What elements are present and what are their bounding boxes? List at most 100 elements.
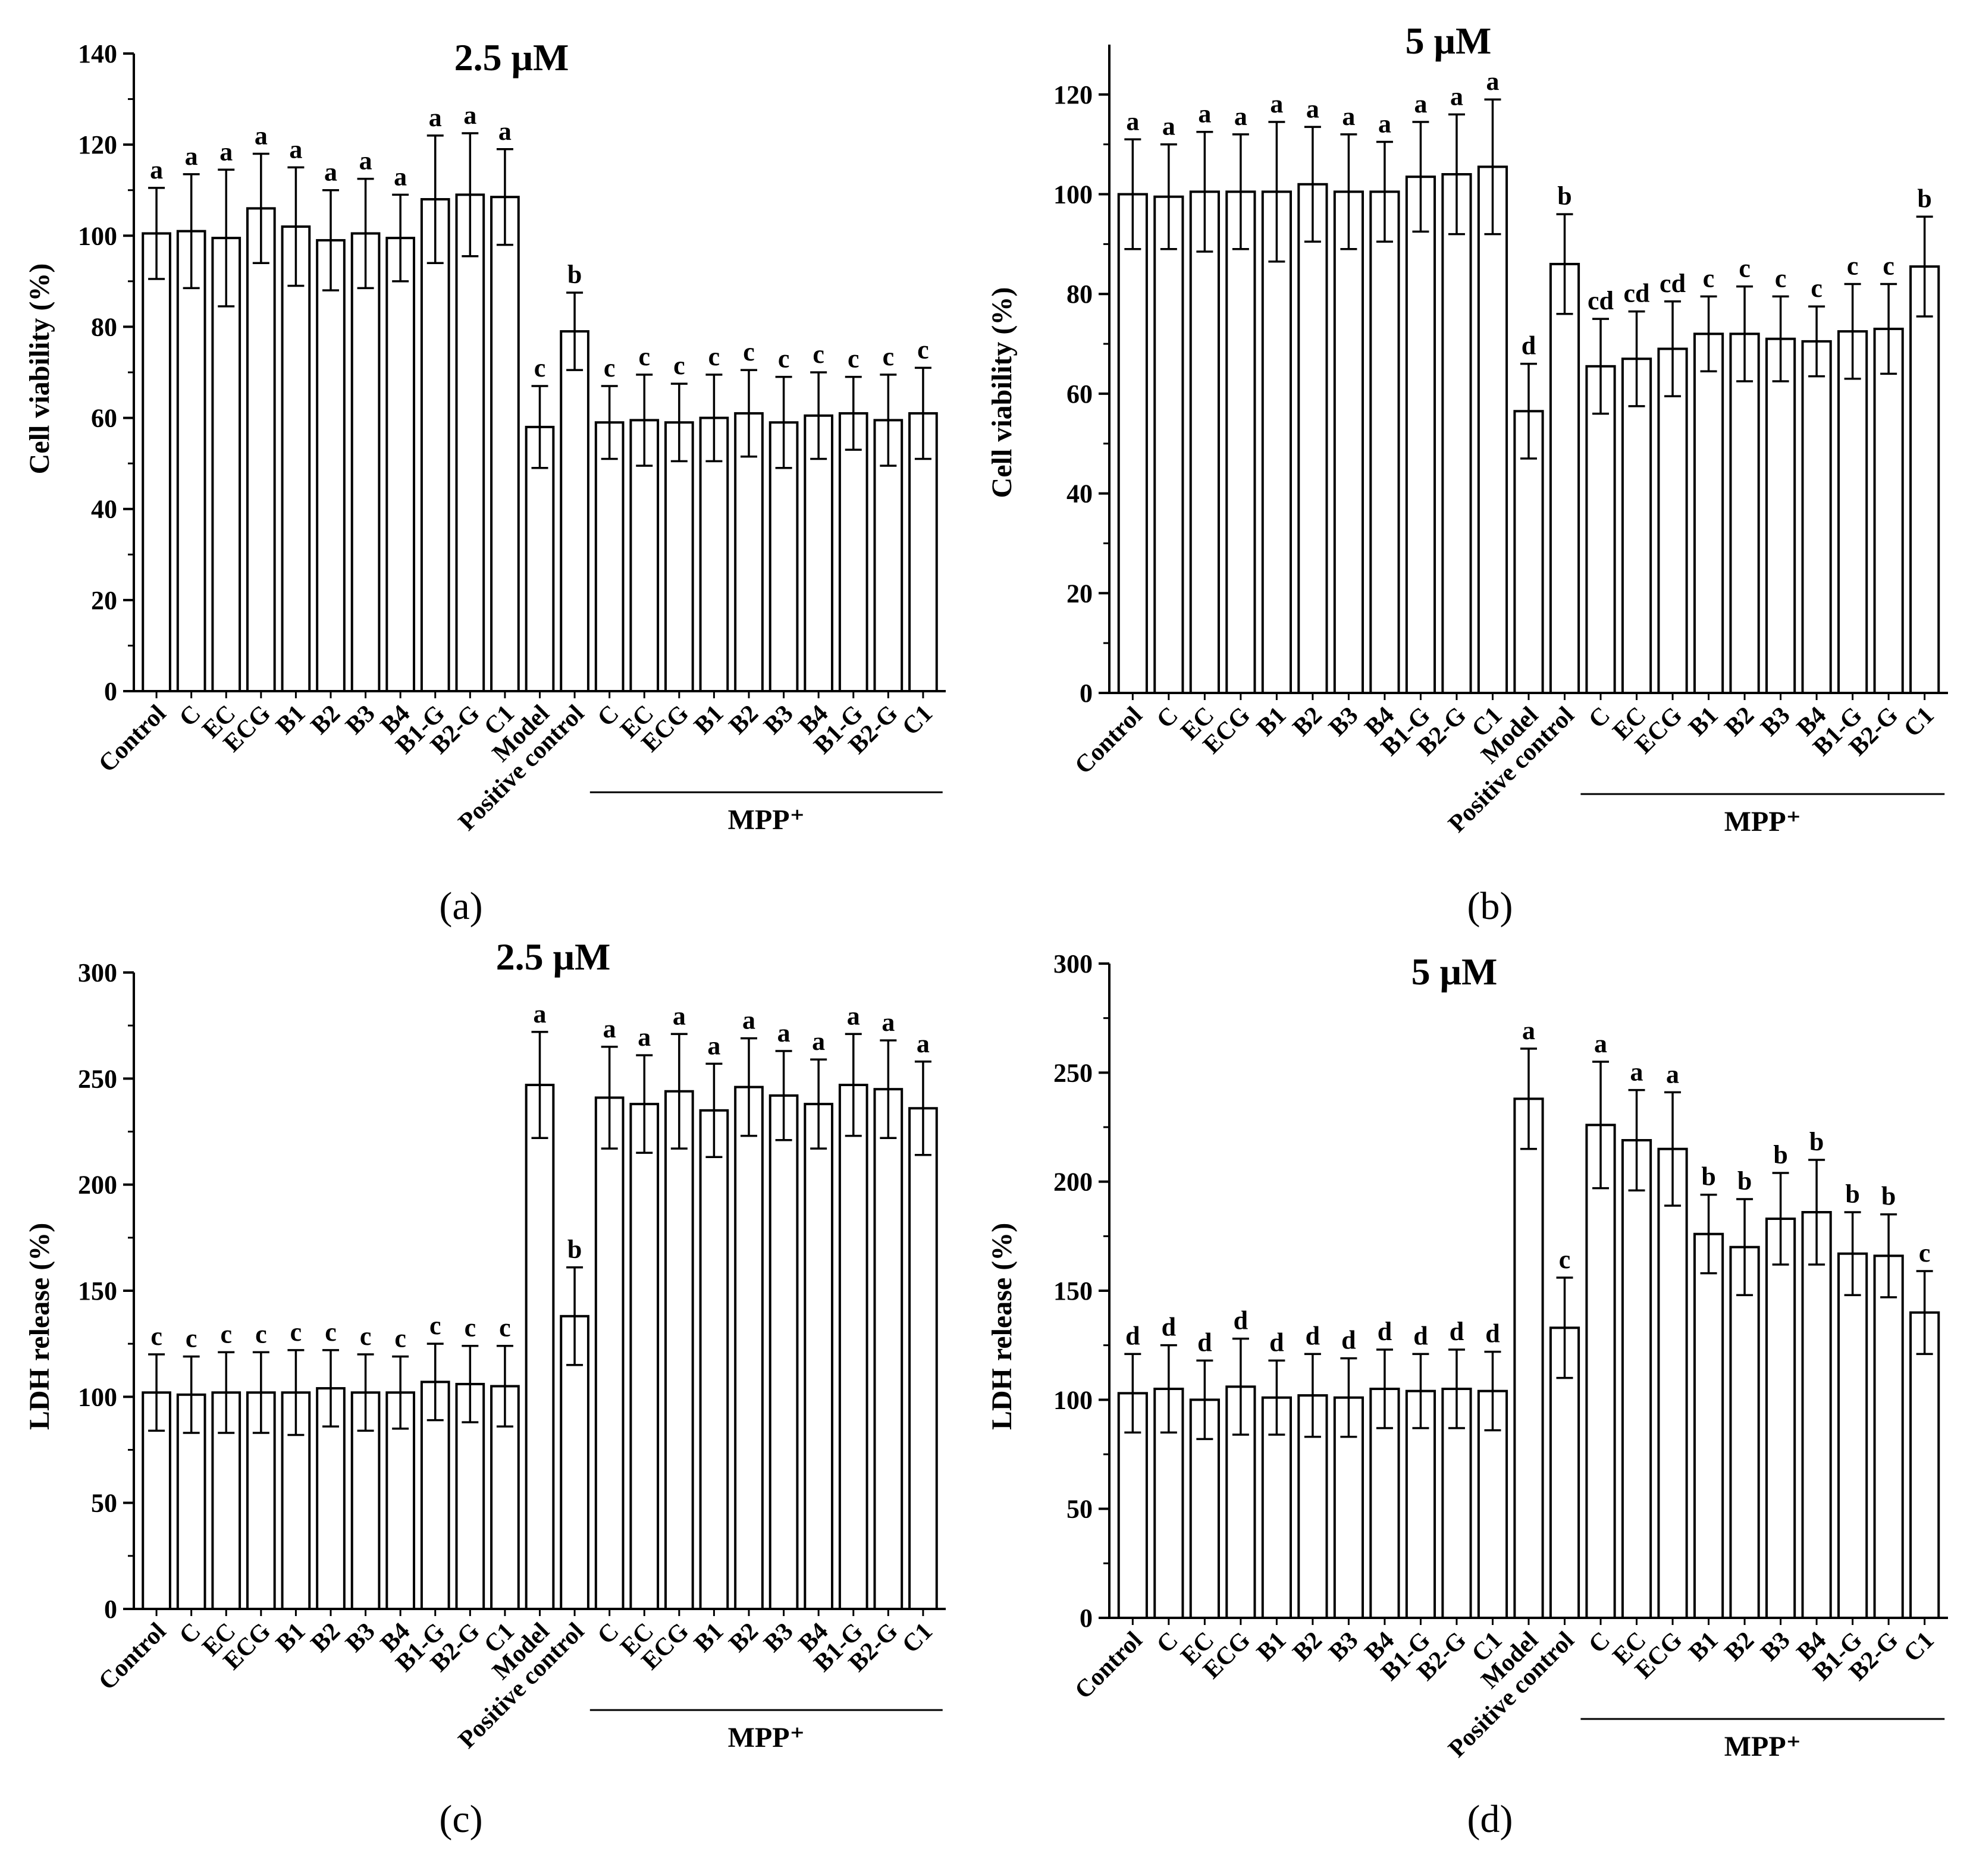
significance-label: a	[534, 999, 547, 1028]
panel-d-y-axis-label: LDH release (%)	[986, 1223, 1018, 1430]
y-tick-label: 100	[1053, 1385, 1093, 1414]
significance-label: b	[1881, 1182, 1896, 1211]
x-tick-label: B3	[758, 700, 798, 740]
y-tick-label: 200	[78, 1171, 117, 1200]
bar	[1837, 330, 1868, 694]
bar	[1369, 190, 1400, 695]
significance-label: a	[1270, 89, 1283, 118]
bar	[804, 1103, 834, 1610]
significance-label: a	[1342, 102, 1355, 131]
significance-label: cd	[1588, 286, 1614, 315]
bar	[629, 1103, 660, 1610]
y-tick-label: 0	[1080, 679, 1093, 708]
mpp-group-label: MPP⁺	[728, 1722, 805, 1753]
mpp-group-label: MPP⁺	[728, 804, 805, 836]
significance-label: a	[638, 1022, 651, 1052]
y-tick-label: 250	[78, 1064, 117, 1093]
x-tick-label: B2	[1720, 1627, 1759, 1667]
significance-label: b	[1701, 1162, 1715, 1191]
bar	[1765, 1218, 1796, 1619]
x-tick-label: B3	[1323, 702, 1363, 742]
bar	[594, 1096, 625, 1610]
significance-label: a	[1450, 81, 1463, 111]
x-tick-label: B2	[306, 700, 346, 740]
significance-label: a	[359, 146, 372, 175]
x-tick-label: Control	[93, 700, 171, 778]
bar	[211, 1391, 241, 1610]
bar	[1621, 1139, 1652, 1619]
significance-label: cd	[1660, 269, 1686, 298]
significance-label: c	[604, 353, 616, 382]
bar	[1585, 1124, 1616, 1620]
bar	[873, 1088, 904, 1610]
x-tick-label: C1	[897, 700, 938, 741]
bar	[1693, 1232, 1724, 1620]
y-tick-label: 250	[1053, 1058, 1093, 1087]
x-tick-label: B2	[724, 1618, 764, 1658]
significance-label: a	[324, 158, 337, 187]
bar	[1585, 365, 1616, 694]
x-tick-label: B1	[689, 700, 729, 740]
significance-label: a	[707, 1031, 720, 1060]
bar	[1621, 357, 1652, 694]
x-tick-label: B3	[340, 1618, 380, 1658]
significance-label: a	[1306, 94, 1319, 123]
bar	[768, 1094, 799, 1611]
bar	[211, 237, 241, 693]
significance-label: c	[465, 1313, 476, 1342]
significance-label: a	[394, 162, 407, 191]
y-tick-label: 20	[91, 586, 117, 615]
x-tick-label: Control	[1069, 1627, 1147, 1705]
significance-label: a	[185, 142, 198, 171]
significance-label: a	[429, 103, 442, 132]
significance-label: a	[1198, 99, 1211, 128]
bar	[664, 421, 694, 692]
significance-label: a	[1594, 1029, 1607, 1058]
bar	[1657, 1147, 1688, 1619]
bar	[1477, 165, 1508, 694]
significance-label: a	[1630, 1058, 1643, 1087]
significance-label: d	[1341, 1326, 1356, 1355]
significance-label: d	[1485, 1319, 1500, 1348]
bar	[1297, 183, 1328, 694]
x-tick-label: B3	[1323, 1627, 1363, 1667]
significance-label: c	[1811, 274, 1822, 303]
significance-label: c	[394, 1324, 406, 1353]
significance-label: a	[673, 1001, 686, 1030]
x-tick-label: B3	[1755, 702, 1795, 742]
panel-a-title: 2.5 μM	[454, 36, 569, 79]
bar	[699, 1109, 729, 1611]
y-tick-label: 200	[1053, 1168, 1093, 1197]
bar	[1189, 190, 1220, 695]
significance-label: c	[186, 1324, 197, 1353]
bar	[1513, 1097, 1544, 1620]
bar	[1909, 1311, 1940, 1620]
y-tick-label: 40	[91, 495, 117, 524]
bar	[1657, 347, 1688, 694]
x-tick-label: B1	[271, 1618, 310, 1658]
significance-label: cd	[1624, 279, 1650, 308]
significance-label: c	[325, 1317, 337, 1347]
significance-label: c	[1739, 254, 1751, 283]
significance-label: a	[1234, 102, 1247, 131]
x-tick-label: Control	[93, 1618, 171, 1696]
bar	[1801, 1211, 1832, 1619]
bar	[1729, 332, 1760, 694]
significance-label: d	[1306, 1321, 1320, 1350]
significance-label: a	[150, 155, 163, 184]
significance-label: c	[883, 342, 895, 371]
mpp-group-label: MPP⁺	[1724, 1731, 1801, 1762]
x-tick-label: Control	[1069, 702, 1147, 780]
significance-label: c	[534, 353, 546, 382]
y-tick-label: 50	[91, 1489, 117, 1518]
bar	[734, 1086, 764, 1610]
x-tick-label: C1	[1899, 1627, 1940, 1668]
bar	[246, 207, 276, 693]
significance-label: b	[1917, 184, 1931, 213]
significance-label: c	[813, 340, 824, 369]
mpp-group-label: MPP⁺	[1724, 806, 1801, 837]
significance-label: a	[289, 134, 302, 164]
significance-label: a	[812, 1027, 825, 1056]
bar	[838, 412, 868, 693]
